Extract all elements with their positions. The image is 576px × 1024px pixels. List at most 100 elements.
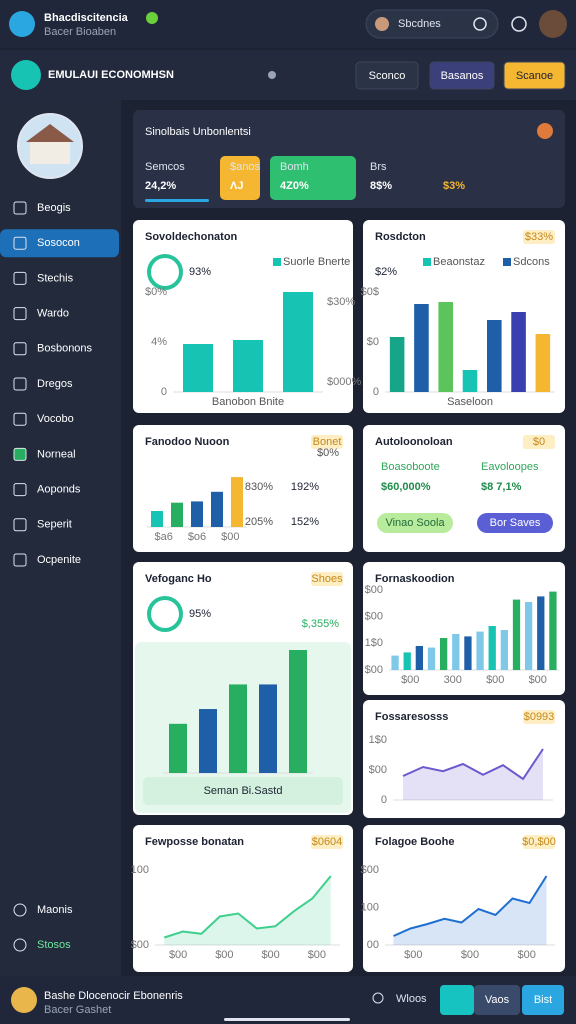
sidebar-item[interactable]: Aoponds: [37, 484, 81, 496]
sidebar-item[interactable]: Ocpenite: [37, 554, 81, 566]
sidebar-icon: [13, 553, 27, 567]
footer-button-label[interactable]: Bist: [534, 994, 552, 1006]
x-tick-label: $00: [261, 949, 279, 961]
sidebar-item[interactable]: Stechis: [37, 272, 74, 284]
bar: [488, 626, 496, 670]
footer-link[interactable]: Wloos: [396, 993, 427, 1005]
footer-icon-button[interactable]: [440, 985, 474, 1015]
x-tick-label: 300: [444, 674, 462, 686]
footer-button[interactable]: [474, 985, 520, 1015]
sidebar-item[interactable]: Wardo: [37, 308, 69, 320]
area: [393, 876, 547, 945]
toolbar-button[interactable]: [355, 61, 419, 90]
bar: [549, 591, 557, 670]
summary-tile: [270, 156, 356, 200]
line: [393, 875, 548, 937]
card-badge: [311, 572, 343, 586]
legend-swatch: [273, 258, 281, 266]
summary-progress: [145, 199, 209, 202]
footer-user: Bashe Dlocenocir Ebonenris: [44, 990, 183, 1002]
y2-tick-label: $000%: [327, 376, 361, 388]
card-button[interactable]: [477, 513, 553, 533]
sidebar-icon: [13, 903, 27, 917]
card-note: $0%: [317, 447, 339, 459]
sidebar-active[interactable]: [0, 229, 119, 258]
kpi-ring: [147, 596, 183, 632]
sidebar-bottom-item[interactable]: Stosos: [37, 939, 71, 951]
toolbar-button-label: Scanoe: [516, 70, 553, 82]
area: [164, 876, 331, 945]
x-tick-label: $a6: [154, 531, 172, 543]
card-badge: [311, 835, 343, 849]
card-title: Sovoldechonaton: [145, 231, 238, 243]
bar: [233, 340, 263, 392]
card-button[interactable]: [377, 513, 453, 533]
stat-label: Boasoboote: [381, 461, 440, 473]
sidebar-item[interactable]: Seperit: [37, 519, 72, 531]
sidebar-icon: [13, 307, 27, 321]
y-tick-label: $0: [367, 336, 379, 348]
sidebar-icon: [13, 236, 27, 250]
card: [133, 825, 353, 972]
sidebar-icon: [13, 447, 27, 461]
sidebar-item[interactable]: Bosbonons: [37, 343, 93, 355]
card-button-label[interactable]: Bor Saves: [490, 517, 541, 529]
search-box[interactable]: [365, 9, 499, 39]
footer-button-label[interactable]: Vaos: [485, 994, 510, 1006]
bar: [438, 302, 453, 392]
bar: [183, 344, 213, 392]
bar: [427, 647, 436, 670]
sidebar-icon: [13, 201, 27, 215]
summary-title: Sinolbais Unbonlentsi: [145, 126, 251, 138]
sidebar-item[interactable]: Vocobo: [37, 413, 74, 425]
card-title: Fanodoo Nuoon: [145, 436, 230, 448]
card-badge-text: Shoes: [311, 573, 343, 585]
sidebar-item[interactable]: Dregos: [37, 378, 73, 390]
legend-label: Suorle Bnerte: [283, 256, 350, 268]
card-footer-text: Seman Bi.Sastd: [204, 785, 283, 797]
sidebar-icon: [13, 938, 27, 952]
toolbar-button[interactable]: [429, 61, 495, 90]
sidebar-bottom-item[interactable]: Maonis: [37, 904, 73, 916]
bar: [199, 709, 217, 773]
card-badge-text: $33%: [525, 231, 553, 243]
x-tick-label: $00: [308, 949, 326, 961]
bar: [462, 370, 478, 392]
toolbar-button-label: Sconco: [369, 70, 406, 82]
footer-link-icon: [372, 992, 384, 1004]
sidebar-item[interactable]: Sosocon: [37, 237, 80, 249]
footer-user-subtitle: Bacer Gashet: [44, 1004, 111, 1016]
summary-stat-label: $anos: [230, 161, 260, 173]
kpi-value: 95%: [189, 608, 211, 620]
sidebar-icon: [13, 377, 27, 391]
bar: [389, 337, 405, 392]
user-avatar[interactable]: [539, 10, 567, 38]
y-tick-label: 00: [367, 939, 379, 951]
x-tick-label: $00: [401, 674, 419, 686]
card-button-label[interactable]: Vinao Soola: [385, 517, 445, 529]
card-badge-text: Bonet: [313, 436, 342, 448]
sidebar-item[interactable]: Norneal: [37, 448, 76, 460]
y-tick-label: $0$: [361, 286, 379, 298]
summary-alert: [537, 123, 553, 139]
bar: [452, 634, 460, 670]
bar: [391, 655, 399, 670]
y-tick-label: $00: [365, 611, 383, 623]
sidebar-item[interactable]: Beogis: [37, 202, 71, 214]
x-axis-label: Saseloon: [447, 396, 493, 408]
y-tick-label: 100: [131, 864, 149, 876]
bar: [151, 511, 163, 527]
y-tick-label: 1$0: [365, 637, 383, 649]
settings-icon[interactable]: [511, 16, 527, 32]
card-title: Rosdcton: [375, 231, 426, 243]
summary-stat-label: Semcos: [145, 161, 185, 173]
bar: [511, 312, 526, 392]
home-indicator: [224, 1018, 350, 1021]
card-badge: [523, 230, 555, 244]
footer-button[interactable]: [522, 985, 564, 1015]
profile-house: [30, 140, 70, 164]
toolbar-button[interactable]: [503, 61, 566, 90]
toolbar-button-label: Basanos: [441, 70, 484, 82]
bar: [403, 652, 411, 670]
search-icon[interactable]: [473, 17, 487, 31]
